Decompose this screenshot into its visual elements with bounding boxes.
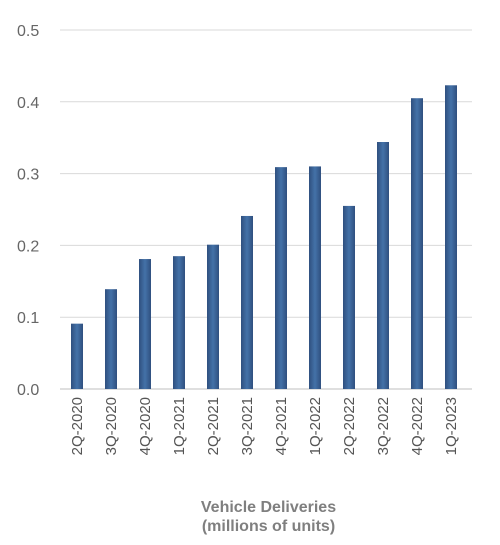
- bar-3Q-2022: [377, 142, 389, 389]
- x-tick-label: 4Q-2020: [137, 397, 154, 455]
- y-tick-label: 0.5: [17, 23, 39, 40]
- y-tick-label: 0.2: [17, 238, 39, 255]
- x-tick-label: 1Q-2023: [443, 397, 460, 455]
- x-tick-label: 2Q-2020: [69, 397, 86, 455]
- x-tick-label: 2Q-2022: [341, 397, 358, 455]
- bar-2Q-2022: [343, 205, 355, 389]
- x-tick-label: 3Q-2020: [103, 397, 120, 455]
- bar-1Q-2023: [445, 85, 457, 389]
- y-tick-label: 0.1: [17, 310, 39, 327]
- x-axis-title-line1: Vehicle Deliveries: [200, 499, 337, 516]
- y-tick-label: 0.4: [17, 95, 39, 112]
- x-tick-label: 4Q-2022: [409, 397, 426, 455]
- bar-4Q-2021: [275, 167, 287, 389]
- gridlines: [60, 29, 472, 390]
- bar-3Q-2020: [105, 289, 117, 389]
- bar-3Q-2021: [241, 215, 253, 389]
- x-axis-title-line2: (millions of units): [201, 518, 336, 535]
- x-tick-label: 3Q-2022: [375, 397, 392, 455]
- y-tick-label: 0.3: [17, 167, 39, 184]
- x-tick-label: 4Q-2021: [273, 397, 290, 455]
- bar-2Q-2020: [71, 323, 83, 389]
- x-tick-label: 1Q-2021: [171, 397, 188, 455]
- x-axis-ticks: 2Q-2020 3Q-2020 4Q-2020 1Q-2021 2Q-2021 3Q-20…: [69, 397, 460, 455]
- bar-4Q-2022: [411, 98, 423, 390]
- x-tick-label: 1Q-2022: [307, 397, 324, 455]
- y-tick-label: 0.0: [17, 382, 39, 399]
- bar-1Q-2022: [309, 166, 321, 389]
- x-tick-label: 2Q-2021: [205, 397, 222, 455]
- x-tick-label: 3Q-2021: [239, 397, 256, 455]
- y-axis-ticks: 0.0 0.1 0.2 0.3 0.4 0.5: [17, 23, 39, 399]
- bar-1Q-2021: [173, 256, 185, 389]
- bar-2Q-2021: [207, 244, 219, 389]
- bar-4Q-2020: [139, 259, 151, 389]
- bars: [71, 85, 457, 390]
